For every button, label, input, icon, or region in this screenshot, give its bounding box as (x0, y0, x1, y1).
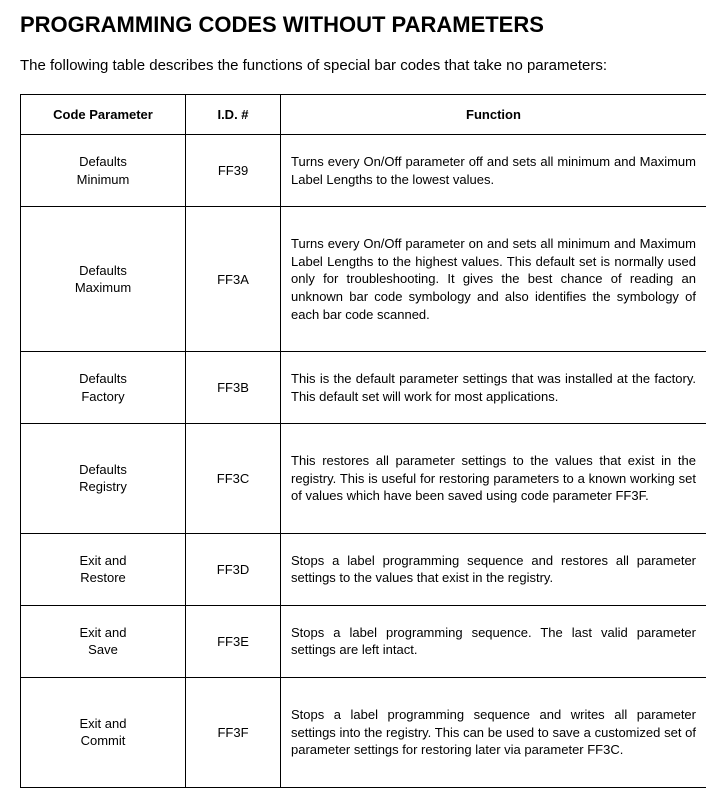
cell-code-parameter: Defaults Minimum (21, 135, 186, 207)
param-line1: Exit and (80, 625, 127, 640)
param-line1: Defaults (79, 154, 127, 169)
page-title: PROGRAMMING CODES WITHOUT PARAMETERS (20, 12, 706, 38)
cell-id: FF3E (186, 605, 281, 677)
cell-function: Turns every On/Off parameter on and sets… (281, 207, 707, 352)
table-row: Exit and Save FF3EStops a label programmin… (21, 605, 707, 677)
header-code-parameter: Code Parameter (21, 95, 186, 135)
param-line2: Restore (80, 570, 126, 585)
cell-code-parameter: Defaults Maximum (21, 207, 186, 352)
cell-code-parameter: Exit and Restore (21, 533, 186, 605)
param-line1: Exit and (80, 716, 127, 731)
cell-code-parameter: Defaults Factory (21, 352, 186, 424)
param-line2: Maximum (75, 280, 131, 295)
cell-function: Stops a label programming sequence and w… (281, 678, 707, 788)
param-line2: Registry (79, 479, 127, 494)
table-row: Defaults Maximum FF3ATurns every On/Off pa… (21, 207, 707, 352)
cell-id: FF3D (186, 533, 281, 605)
header-function: Function (281, 95, 707, 135)
param-line1: Defaults (79, 371, 127, 386)
param-line2: Commit (81, 733, 126, 748)
cell-id: FF3A (186, 207, 281, 352)
cell-id: FF3C (186, 424, 281, 534)
table-row: Exit and Commit FF3FStops a label programm… (21, 678, 707, 788)
param-line1: Exit and (80, 553, 127, 568)
cell-function: This is the default parameter settings t… (281, 352, 707, 424)
table-row: Defaults Factory FF3BThis is the default p… (21, 352, 707, 424)
cell-function: Turns every On/Off parameter off and set… (281, 135, 707, 207)
cell-id: FF3F (186, 678, 281, 788)
cell-function: Stops a label programming sequence. The … (281, 605, 707, 677)
codes-table: Code Parameter I.D. # Function Defaults M… (20, 94, 706, 787)
cell-code-parameter: Defaults Registry (21, 424, 186, 534)
param-line2: Save (88, 642, 118, 657)
cell-function: This restores all parameter settings to … (281, 424, 707, 534)
cell-function: Stops a label programming sequence and r… (281, 533, 707, 605)
cell-code-parameter: Exit and Commit (21, 678, 186, 788)
cell-id: FF3B (186, 352, 281, 424)
table-row: Defaults Minimum FF39Turns every On/Off pa… (21, 135, 707, 207)
param-line2: Minimum (77, 172, 130, 187)
header-id: I.D. # (186, 95, 281, 135)
table-row: Exit and Restore FF3DStops a label program… (21, 533, 707, 605)
intro-text: The following table describes the functi… (20, 56, 706, 76)
cell-code-parameter: Exit and Save (21, 605, 186, 677)
param-line1: Defaults (79, 462, 127, 477)
param-line1: Defaults (79, 263, 127, 278)
param-line2: Factory (81, 389, 124, 404)
table-row: Defaults Registry FF3CThis restores all pa… (21, 424, 707, 534)
table-header-row: Code Parameter I.D. # Function (21, 95, 707, 135)
cell-id: FF39 (186, 135, 281, 207)
